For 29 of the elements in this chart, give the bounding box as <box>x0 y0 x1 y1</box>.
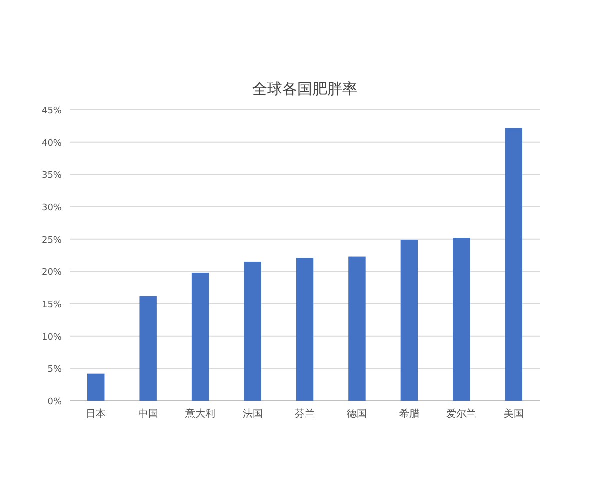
x-tick-label: 意大利 <box>184 408 216 420</box>
y-tick-label: 35% <box>42 171 62 182</box>
chart-title: 全球各国肥胖率 <box>252 80 358 98</box>
x-tick-label: 爱尔兰 <box>446 408 477 420</box>
bar <box>296 258 314 401</box>
bar <box>505 128 523 401</box>
bar <box>244 262 262 401</box>
y-tick-label: 45% <box>42 106 62 116</box>
y-tick-label: 20% <box>42 268 62 278</box>
bar <box>192 272 210 401</box>
y-tick-label: 25% <box>42 236 62 246</box>
y-tick-label: 0% <box>48 398 62 408</box>
bar <box>348 256 366 401</box>
x-tick-label: 中国 <box>138 408 158 420</box>
x-tick-label: 日本 <box>86 408 106 420</box>
y-tick-label: 30% <box>42 204 62 214</box>
y-tick-label: 5% <box>48 365 62 376</box>
bar <box>400 240 418 401</box>
x-tick-label: 法国 <box>242 408 263 420</box>
x-tick-label: 美国 <box>504 408 524 420</box>
y-tick-label: 40% <box>42 138 62 149</box>
bar <box>140 296 157 401</box>
x-tick-label: 德国 <box>347 409 368 420</box>
y-tick-label: 15% <box>42 300 62 310</box>
x-tick-label: 芬兰 <box>295 408 315 420</box>
y-tick-label: 10% <box>42 332 62 343</box>
x-tick-label: 希腊 <box>399 408 420 420</box>
bar <box>453 238 470 401</box>
bar <box>87 374 105 401</box>
